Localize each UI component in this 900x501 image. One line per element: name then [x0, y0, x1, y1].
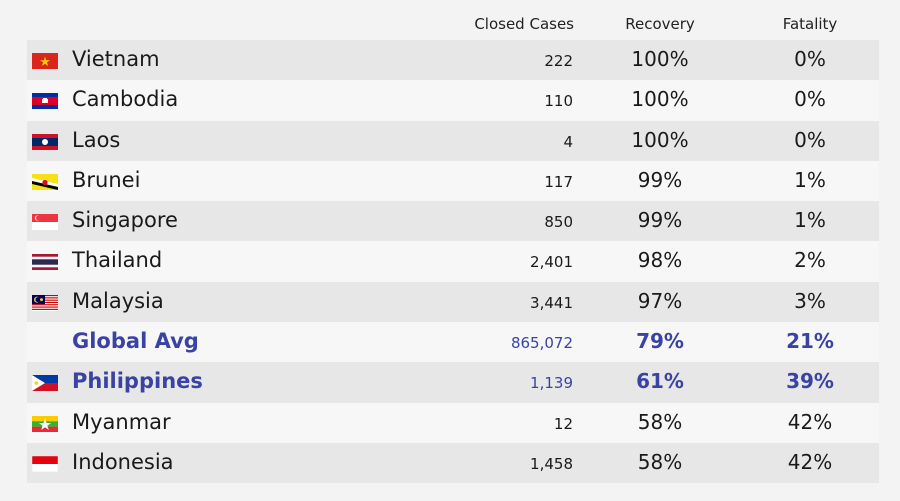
fatality-value: 3% [794, 288, 826, 313]
closed-cases-header: Closed Cases [474, 15, 574, 33]
laos-flag-icon [32, 133, 58, 150]
closed-cases-value: 1,139 [530, 374, 573, 393]
table-row: Laos 4 100% 0% [27, 120, 879, 161]
table-row: Brunei 117 99% 1% [27, 160, 879, 202]
recovery-value: 58% [637, 449, 683, 474]
indonesia-flag-icon [32, 455, 58, 472]
closed-cases-value: 865,072 [510, 334, 573, 353]
fatality-value: 42% [787, 409, 833, 434]
singapore-flag-icon [32, 214, 58, 231]
fatality-value: 21% [786, 329, 834, 354]
malaysia-flag-icon [32, 294, 58, 311]
table-row: Singapore 850 99% 1% [27, 201, 879, 242]
country-name: Singapore [72, 208, 178, 233]
closed-cases-value: 2,401 [530, 253, 573, 272]
cambodia-flag-icon [32, 93, 58, 110]
fatality-header: Fatality [782, 15, 838, 33]
table-row: Philippines 1,139 61% 39% [27, 362, 879, 403]
closed-cases-value: 222 [544, 52, 573, 70]
recovery-value: 100% [631, 127, 689, 152]
recovery-value: 97% [637, 288, 683, 313]
fatality-value: 42% [787, 449, 833, 474]
recovery-value: 100% [631, 47, 689, 71]
country-name: Indonesia [72, 449, 174, 474]
table-row: Cambodia 110 100% 0% [27, 80, 879, 121]
closed-cases-value: 1,458 [530, 454, 573, 473]
table-header: Closed Cases Recovery Fatality [0, 0, 900, 40]
fatality-value: 39% [786, 369, 834, 394]
table-row: Malaysia 3,441 97% 3% [27, 281, 879, 323]
recovery-value: 79% [636, 329, 684, 354]
country-name: Philippines [72, 369, 203, 394]
fatality-value: 0% [794, 127, 826, 152]
philippines-flag-icon [32, 375, 58, 392]
fatality-value: 2% [794, 248, 826, 273]
recovery-header: Recovery [625, 15, 695, 33]
recovery-value: 99% [637, 167, 683, 192]
fatality-value: 0% [794, 87, 826, 112]
country-name: Brunei [72, 167, 141, 192]
recovery-value: 99% [637, 208, 683, 233]
closed-cases-value: 117 [544, 172, 573, 191]
thailand-flag-icon [32, 254, 58, 271]
table-row: Vietnam 222 100% 0% [27, 40, 879, 81]
table-row: Indonesia 1,458 58% 42% [27, 442, 879, 484]
fatality-value: 1% [794, 208, 826, 233]
closed-cases-value: 850 [544, 213, 573, 232]
recovery-value: 61% [636, 369, 684, 394]
country-name: Malaysia [72, 288, 164, 313]
table-row: Myanmar 12 58% 42% [27, 402, 879, 443]
closed-cases-value: 4 [563, 132, 573, 151]
fatality-value: 1% [794, 167, 826, 192]
closed-cases-value: 3,441 [530, 293, 573, 312]
country-name: Global Avg [72, 329, 199, 354]
recovery-value: 58% [637, 409, 683, 434]
recovery-value: 100% [631, 87, 689, 112]
country-name: Vietnam [72, 47, 160, 71]
myanmar-flag-icon [32, 415, 58, 432]
brunei-flag-icon [32, 173, 58, 190]
vietnam-flag-icon [32, 53, 58, 69]
country-name: Myanmar [72, 409, 171, 434]
closed-cases-value: 110 [544, 92, 573, 111]
country-name: Thailand [72, 248, 163, 273]
table-row: Thailand 2,401 98% 2% [27, 241, 879, 282]
country-name: Laos [72, 127, 121, 152]
data-table: Vietnam 222 100% 0% Cambodia 110 100% 0% Laos 4 10… [27, 40, 879, 484]
table-row: Global Avg 865,072 79% 21% [27, 322, 879, 363]
fatality-value: 0% [794, 47, 826, 71]
country-name: Cambodia [72, 87, 179, 112]
recovery-value: 98% [637, 248, 683, 273]
closed-cases-value: 12 [553, 414, 573, 433]
